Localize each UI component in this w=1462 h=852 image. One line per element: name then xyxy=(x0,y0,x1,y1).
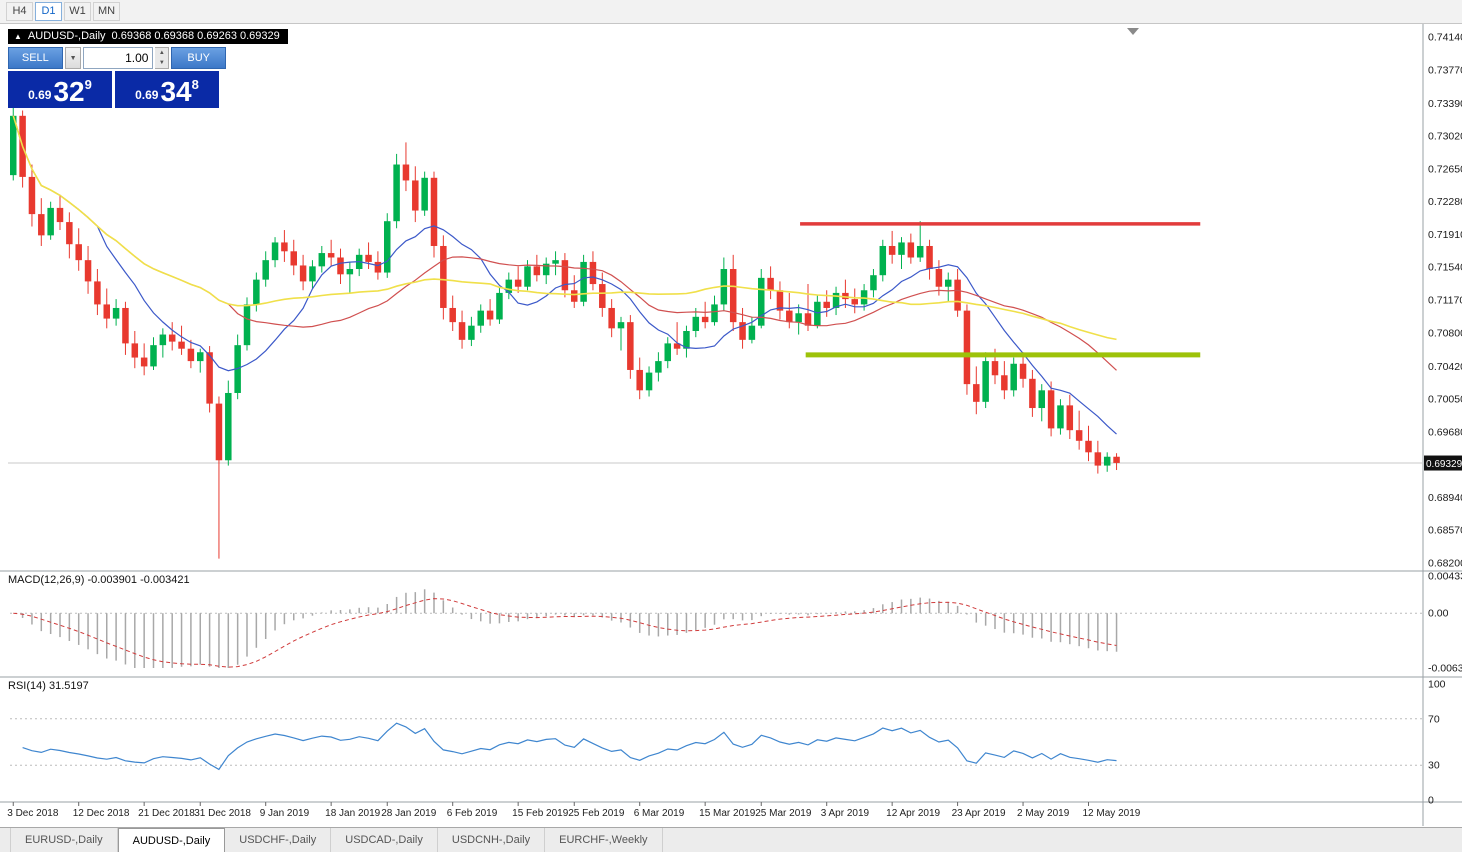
symbol-tab-bar: EURUSD-,Daily AUDUSD-,Daily USDCHF-,Dail… xyxy=(0,827,1462,852)
svg-text:100: 100 xyxy=(1428,679,1446,691)
buy-button[interactable]: BUY xyxy=(171,47,226,69)
timeframe-button-mn[interactable]: MN xyxy=(93,2,120,21)
svg-text:70: 70 xyxy=(1428,713,1440,725)
svg-text:28 Jan 2019: 28 Jan 2019 xyxy=(381,808,436,819)
tab-usdchf-daily[interactable]: USDCHF-,Daily xyxy=(225,828,332,852)
svg-text:18 Jan 2019: 18 Jan 2019 xyxy=(325,808,380,819)
svg-text:3 Dec 2018: 3 Dec 2018 xyxy=(7,808,59,819)
volume-stepper: ▲ ▼ xyxy=(155,47,170,69)
rsi-indicator-label: RSI(14) 31.5197 xyxy=(8,680,89,692)
one-click-trade-panel: SELL ▼ ▲ ▼ BUY 0.69 32 9 0.69 34 8 xyxy=(8,47,226,108)
sell-button[interactable]: SELL xyxy=(8,47,63,69)
volume-input[interactable] xyxy=(83,47,154,69)
svg-text:21 Dec 2018: 21 Dec 2018 xyxy=(138,808,195,819)
chart-title-bar: ▲ AUDUSD-,Daily 0.69368 0.69368 0.69263 … xyxy=(8,29,288,44)
tab-usdcnh-daily[interactable]: USDCNH-,Daily xyxy=(438,828,546,852)
sell-price-pip-digit: 9 xyxy=(84,77,92,92)
buy-price-pip-digit: 8 xyxy=(191,77,199,92)
sell-price-big-digits: 32 xyxy=(53,76,85,107)
svg-text:30: 30 xyxy=(1428,760,1440,772)
timeframe-button-d1[interactable]: D1 xyxy=(35,2,62,21)
svg-text:2 May 2019: 2 May 2019 xyxy=(1017,808,1070,819)
volume-down-icon[interactable]: ▼ xyxy=(155,58,169,68)
buy-price-display[interactable]: 0.69 34 8 xyxy=(115,71,219,108)
svg-text:-0.006373: -0.006373 xyxy=(1428,663,1462,675)
svg-text:6 Mar 2019: 6 Mar 2019 xyxy=(634,808,685,819)
timeframe-button-h4[interactable]: H4 xyxy=(6,2,33,21)
chart-ohlc-values: 0.69368 0.69368 0.69263 0.69329 xyxy=(111,30,280,42)
sell-price-prefix: 0.69 xyxy=(28,88,52,102)
svg-text:12 May 2019: 12 May 2019 xyxy=(1083,808,1141,819)
buy-price-prefix: 0.69 xyxy=(135,88,159,102)
macd-indicator-label: MACD(12,26,9) -0.003901 -0.003421 xyxy=(8,574,190,586)
svg-text:15 Mar 2019: 15 Mar 2019 xyxy=(699,808,756,819)
svg-text:0: 0 xyxy=(1428,795,1434,807)
buy-price-big-digits: 34 xyxy=(160,76,192,107)
tab-eurusd-daily[interactable]: EURUSD-,Daily xyxy=(10,828,118,852)
svg-text:15 Feb 2019: 15 Feb 2019 xyxy=(512,808,569,819)
tab-audusd-daily[interactable]: AUDUSD-,Daily xyxy=(117,828,226,852)
tab-usdcad-daily[interactable]: USDCAD-,Daily xyxy=(331,828,438,852)
svg-text:12 Apr 2019: 12 Apr 2019 xyxy=(886,808,940,819)
svg-text:25 Mar 2019: 25 Mar 2019 xyxy=(755,808,812,819)
svg-text:9 Jan 2019: 9 Jan 2019 xyxy=(260,808,310,819)
collapse-triangle-icon: ▲ xyxy=(14,31,22,41)
chart-symbol-title: AUDUSD-,Daily xyxy=(27,30,106,42)
svg-text:3 Apr 2019: 3 Apr 2019 xyxy=(821,808,870,819)
svg-text:6 Feb 2019: 6 Feb 2019 xyxy=(447,808,498,819)
sell-price-display[interactable]: 0.69 32 9 xyxy=(8,71,112,108)
svg-text:0.71170: 0.71170 xyxy=(1428,295,1462,307)
svg-text:0.004331: 0.004331 xyxy=(1428,571,1462,583)
svg-text:25 Feb 2019: 25 Feb 2019 xyxy=(568,808,625,819)
svg-text:0.69329: 0.69329 xyxy=(1426,459,1462,470)
tab-eurchf-weekly[interactable]: EURCHF-,Weekly xyxy=(545,828,663,852)
timeframe-button-w1[interactable]: W1 xyxy=(64,2,91,21)
svg-text:12 Dec 2018: 12 Dec 2018 xyxy=(73,808,130,819)
svg-text:23 Apr 2019: 23 Apr 2019 xyxy=(952,808,1006,819)
volume-dropdown-icon[interactable]: ▼ xyxy=(64,47,82,69)
svg-text:31 Dec 2018: 31 Dec 2018 xyxy=(194,808,251,819)
volume-up-icon[interactable]: ▲ xyxy=(155,48,169,58)
svg-text:0.00: 0.00 xyxy=(1428,608,1449,620)
timeframe-toolbar: H4 D1 W1 MN xyxy=(0,0,1462,24)
